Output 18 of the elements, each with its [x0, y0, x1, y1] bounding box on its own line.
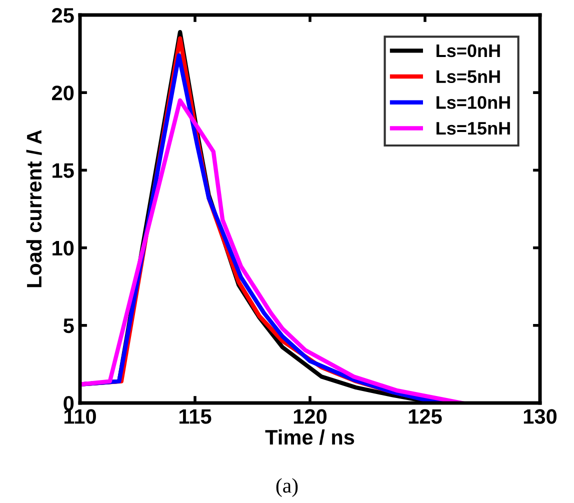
x-tick-label: 115	[180, 409, 212, 424]
legend-label: Ls=0nH	[436, 44, 500, 58]
y-tick-label: 20	[52, 86, 74, 100]
y-tick-label: 15	[52, 163, 74, 178]
y-tick-label: 5	[64, 318, 74, 334]
y-tick-label: 10	[52, 240, 74, 256]
text: (a)	[276, 478, 298, 497]
legend-label: Ls=10nH	[436, 96, 510, 109]
legend-label: Ls=5nH	[436, 70, 500, 84]
x-tick-label: 110	[64, 409, 96, 424]
x-tick-label: 120	[294, 409, 327, 424]
x-tick-label: 125	[408, 409, 442, 424]
x-axis-title: Time / ns	[265, 429, 354, 445]
y-tick-label: 0	[64, 396, 74, 411]
y-axis-title: Load current / A	[26, 130, 42, 288]
x-tick-label: 130	[524, 409, 557, 424]
legend-label: Ls=15nH	[436, 122, 510, 135]
y-tick-label: 25	[52, 8, 74, 23]
